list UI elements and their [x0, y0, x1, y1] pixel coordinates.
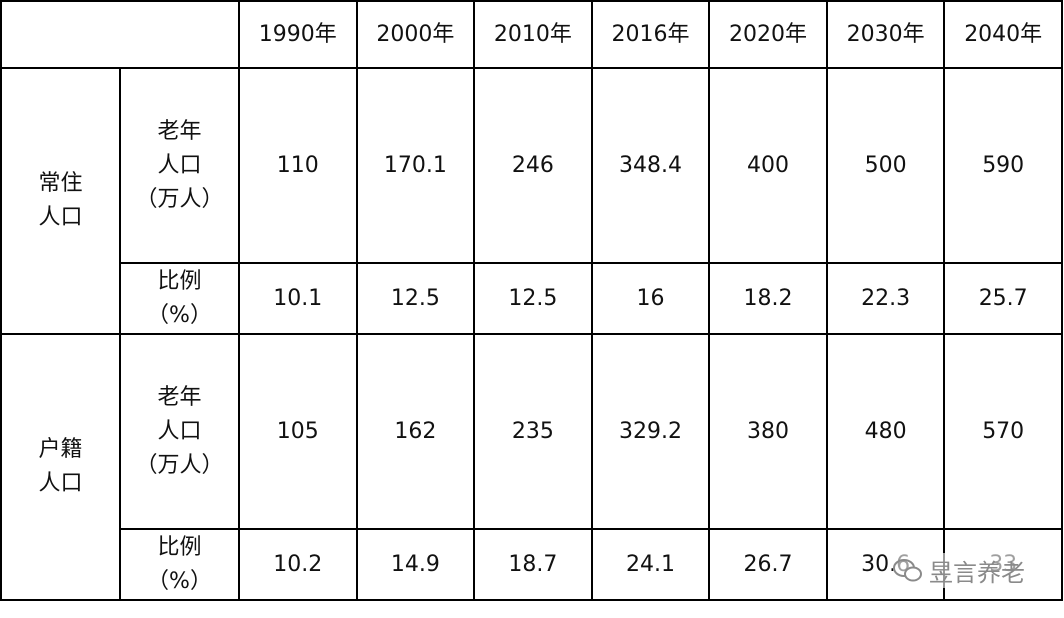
value-cell: 235 — [473, 333, 593, 530]
year-header: 2010年 — [473, 0, 593, 69]
value-cell: 12.5 — [473, 262, 593, 335]
group-label: 户籍 人口 — [0, 333, 121, 601]
value-cell: 110 — [238, 67, 358, 264]
year-header: 2030年 — [825, 0, 946, 69]
value-cell: 246 — [473, 67, 593, 264]
value-cell: 16 — [590, 262, 711, 335]
value-cell: 22.3 — [825, 262, 946, 335]
value-cell: 105 — [238, 333, 358, 530]
value-cell: 590 — [943, 67, 1063, 264]
data-row: 常住 人口 老年 人口 （万人） 110 170.1 246 348.4 400 500 590 — [0, 67, 1063, 335]
value-cell: 18.2 — [708, 262, 828, 335]
value-cell: 24.1 — [590, 528, 711, 601]
value-cell: 380 — [708, 333, 828, 530]
data-row: 比例 （%） 10.1 12.5 12.5 16 18.2 22.3 25.7 — [1, 262, 1063, 335]
year-header: 2040年 — [943, 0, 1063, 69]
watermark-text: 昱言养老 — [929, 559, 1025, 587]
value-cell: 26.7 — [708, 528, 828, 601]
value-cell: 10.1 — [238, 262, 358, 335]
value-cell: 348.4 — [590, 67, 711, 264]
corner-cell — [0, 0, 240, 69]
row-label: 比例 （%） — [119, 262, 240, 335]
data-table: 1990年 2000年 2010年 2016年 2020年 2030年 2040年 常住 人口… — [0, 0, 1063, 601]
value-cell: 500 — [825, 67, 946, 264]
watermark: 昱言养老 — [893, 553, 1025, 588]
value-cell: 25.7 — [943, 262, 1063, 335]
data-row: 户籍 人口 老年 人口 （万人） 105 162 235 329.2 380 480 570 — [0, 333, 1063, 601]
value-cell: 400 — [708, 67, 828, 264]
year-header: 2020年 — [708, 0, 828, 69]
row-label: 老年 人口 （万人） — [119, 333, 240, 530]
value-cell: 170.1 — [355, 67, 476, 264]
wechat-icon — [893, 558, 922, 581]
value-cell: 329.2 — [590, 333, 711, 530]
value-cell: 162 — [355, 333, 476, 530]
value-cell: 10.2 — [238, 528, 358, 601]
value-cell: 18.7 — [473, 528, 593, 601]
data-row: 比例 （%）10.214.918.724.126.730.633 — [1, 528, 1063, 601]
year-header: 2000年 — [355, 0, 476, 69]
group-label: 常住 人口 — [0, 67, 121, 335]
row-label: 老年 人口 （万人） — [119, 67, 240, 264]
value-cell: 12.5 — [355, 262, 476, 335]
row-label: 比例 （%） — [119, 528, 240, 601]
year-header: 1990年 — [238, 0, 358, 69]
value-cell: 480 — [825, 333, 946, 530]
value-cell: 14.9 — [355, 528, 476, 601]
year-header: 2016年 — [590, 0, 711, 69]
value-cell: 570 — [943, 333, 1063, 530]
header-row: 1990年 2000年 2010年 2016年 2020年 2030年 2040年 — [0, 0, 1063, 69]
